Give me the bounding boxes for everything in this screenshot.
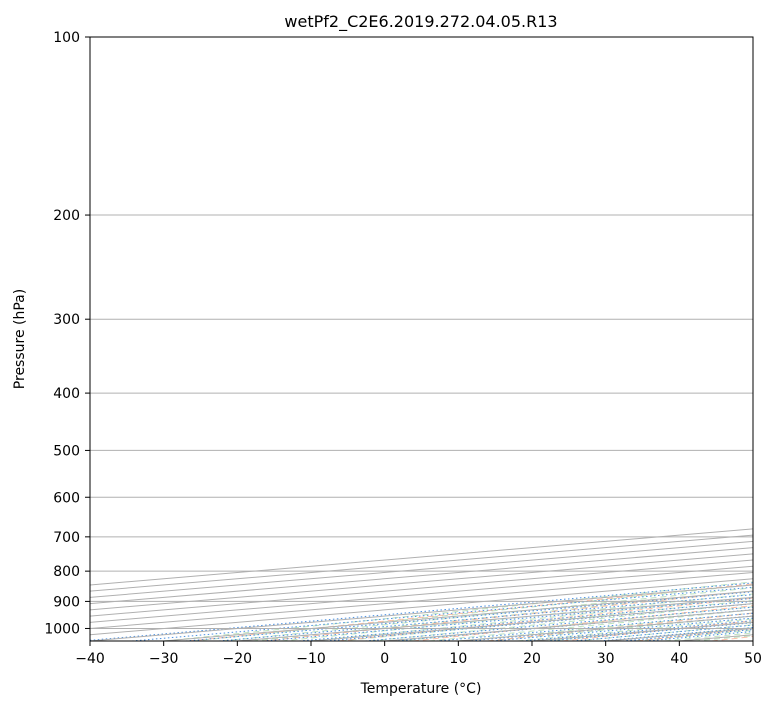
x-tick-label: −20	[223, 651, 253, 667]
x-tick-label: 40	[670, 651, 688, 667]
y-axis-ticks: 100 200 300 400 500 600 700 800 900 1000	[44, 30, 90, 637]
x-tick-label: 0	[380, 651, 389, 667]
y-tick-label: 900	[53, 594, 80, 610]
y-tick-label: 600	[53, 490, 80, 506]
y-tick-label: 100	[53, 30, 80, 46]
mixing-ratio-line	[365, 606, 753, 641]
x-tick-label: −30	[149, 651, 179, 667]
y-tick-label: 1000	[44, 621, 80, 637]
x-axis-label: Temperature (°C)	[360, 681, 482, 697]
plot-area: 0.10.20.40.611.52346810131620253036-100-…	[90, 37, 753, 641]
x-tick-label: 30	[597, 651, 615, 667]
y-tick-label: 700	[53, 530, 80, 546]
x-tick-label: −40	[75, 651, 105, 667]
y-tick-label: 200	[53, 208, 80, 224]
x-tick-label: 50	[744, 651, 762, 667]
y-tick-label: 400	[53, 386, 80, 402]
skewed-isotherms	[90, 528, 753, 641]
x-tick-label: −10	[296, 651, 326, 667]
plot-frame	[89, 36, 754, 642]
skewed-isotherm-line	[90, 534, 753, 592]
x-tick-label: 10	[449, 651, 467, 667]
y-tick-label: 800	[53, 564, 80, 580]
y-tick-label: 500	[53, 443, 80, 459]
x-axis-ticks: −40 −30 −20 −10 0 10 20 30 40 50	[75, 641, 762, 667]
y-axis-label: Pressure (hPa)	[12, 289, 28, 389]
chart-title: wetPf2_C2E6.2019.272.04.05.R13	[284, 12, 557, 32]
y-tick-label: 300	[53, 312, 80, 328]
moist-adiabat-line	[222, 587, 753, 641]
isobar-gridlines	[90, 37, 753, 629]
x-tick-label: 20	[523, 651, 541, 667]
skewed-isotherm-line	[90, 528, 753, 586]
mixing-ratio-line	[90, 582, 753, 641]
